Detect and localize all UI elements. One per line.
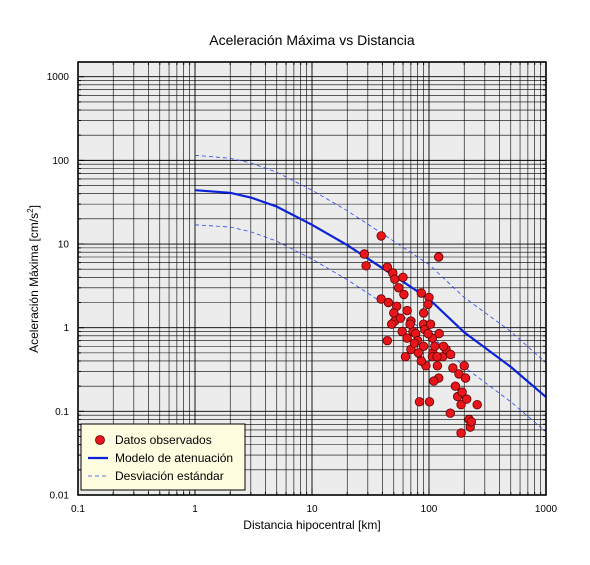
data-point — [395, 313, 406, 323]
y-axis-label-superscript: 2 — [26, 208, 35, 213]
y-tick-labels: 0.01 0.1 1 10 100 1000 — [47, 72, 70, 501]
x-axis-label: Distancia hipocentral [km] — [243, 518, 380, 532]
y-axis-label: Aceleración Máxima [cm/s2] — [26, 205, 41, 353]
x-tick-labels: 0.1 1 10 100 1000 — [71, 504, 558, 515]
y-tick-label: 0.1 — [55, 407, 69, 418]
std-deviation-upper-line — [194, 154, 547, 364]
data-point — [450, 381, 461, 391]
data-point — [423, 328, 433, 339]
legend-label-model: Modelo de atenuación — [115, 451, 233, 465]
data-point — [418, 341, 429, 352]
data-point — [472, 400, 482, 410]
data-point — [456, 428, 466, 438]
data-point — [454, 369, 464, 379]
attenuation-model-path — [194, 189, 547, 398]
x-tick-label: 10 — [306, 504, 318, 515]
data-point — [382, 262, 393, 272]
y-axis-label-close: ] — [27, 205, 41, 208]
data-point — [397, 326, 407, 337]
data-point — [423, 299, 433, 310]
legend-points-swatch — [95, 435, 105, 445]
data-point — [438, 341, 449, 352]
std-deviation-lower-line — [194, 224, 547, 433]
data-point — [429, 376, 439, 386]
data-point — [405, 319, 415, 329]
data-point — [390, 274, 400, 284]
data-point — [376, 231, 386, 241]
data-point — [416, 356, 427, 366]
data-point — [393, 283, 404, 293]
data-point — [432, 352, 442, 362]
data-point — [430, 341, 440, 352]
data-point — [383, 297, 394, 308]
legend: Datos observados Modelo de atenuación De… — [80, 423, 246, 491]
x-tick-label: 1 — [192, 504, 198, 515]
attenuation-model-line — [194, 189, 547, 398]
y-tick-label: 10 — [58, 240, 70, 251]
y-axis-label-main: Aceleración Máxima [cm/s — [27, 213, 41, 353]
grid — [78, 62, 546, 495]
data-point — [445, 408, 456, 418]
data-point — [466, 417, 477, 427]
data-point — [459, 361, 469, 371]
data-point — [457, 387, 467, 397]
data-point — [359, 249, 370, 259]
plot-frame — [77, 61, 547, 496]
data-point — [456, 400, 466, 410]
data-point — [361, 261, 371, 271]
data-point — [434, 328, 444, 339]
data-point — [434, 252, 444, 262]
data-point — [382, 336, 393, 346]
data-point — [400, 352, 411, 362]
data-point — [399, 289, 409, 300]
x-tick-label: 1000 — [535, 504, 558, 515]
data-point — [445, 349, 456, 360]
data-point — [460, 373, 471, 383]
chart-title: Aceleración Máxima vs Distancia — [209, 32, 415, 48]
x-tick-label: 100 — [421, 504, 438, 515]
x-tick-label: 0.1 — [71, 504, 85, 515]
y-tick-label: 100 — [52, 156, 69, 167]
data-point — [387, 319, 397, 329]
data-point — [414, 397, 425, 407]
y-tick-label: 1 — [63, 323, 69, 334]
data-point — [425, 319, 436, 329]
legend-label-std: Desviación estándar — [115, 469, 224, 483]
legend-label-points: Datos observados — [115, 433, 212, 447]
data-point — [424, 397, 435, 407]
y-tick-label: 0.01 — [50, 491, 70, 502]
data-point — [413, 348, 424, 358]
data-point — [418, 308, 429, 318]
data-point — [402, 333, 412, 343]
data-point — [402, 305, 412, 316]
legend-box — [80, 423, 246, 491]
data-point — [398, 272, 408, 283]
data-point — [409, 338, 420, 349]
y-tick-label: 1000 — [47, 72, 70, 83]
data-point — [432, 361, 443, 371]
data-point — [448, 363, 458, 373]
data-point — [462, 394, 472, 404]
observed-points — [359, 231, 482, 438]
data-point — [416, 288, 427, 298]
std-deviation-lines — [194, 154, 547, 433]
